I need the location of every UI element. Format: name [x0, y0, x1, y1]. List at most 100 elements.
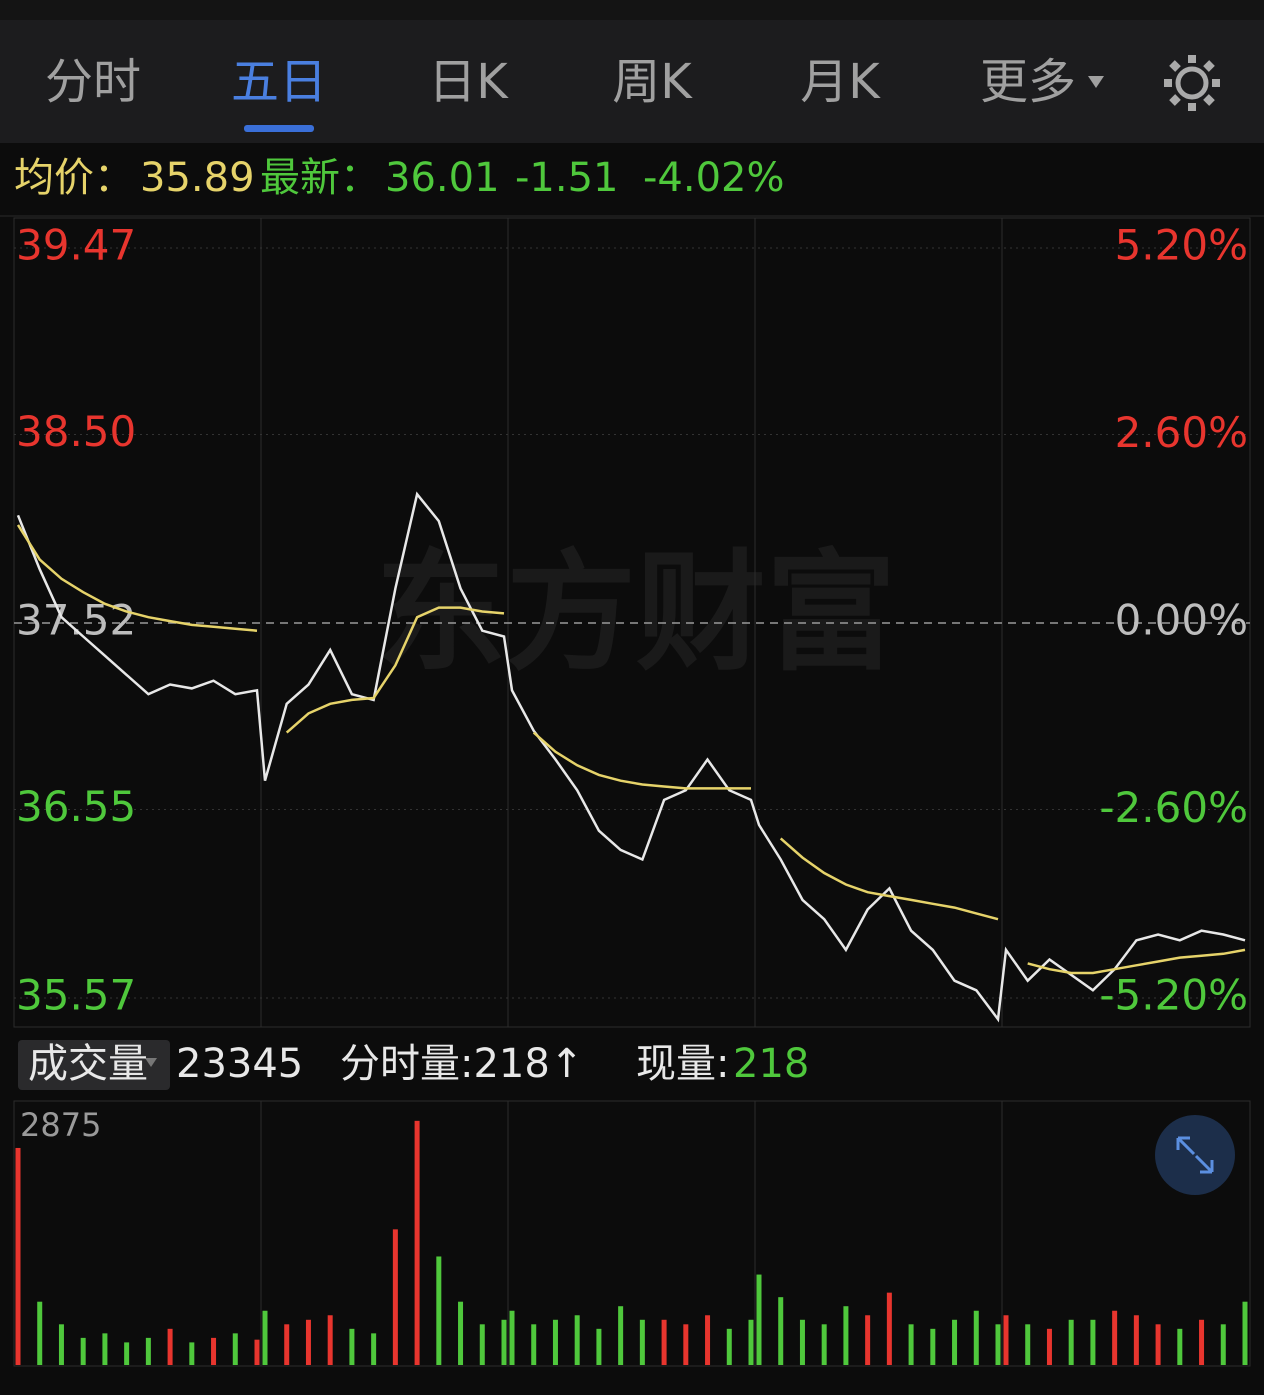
volume-bar [661, 1319, 667, 1365]
volume-bar [531, 1324, 537, 1365]
y2-tick-label: 2.60% [1115, 408, 1248, 457]
volume-bar [371, 1333, 377, 1365]
quote-text: -1.51 [515, 155, 619, 201]
volume-bar [748, 1319, 754, 1365]
volume-bar [618, 1306, 624, 1365]
volume-text: 成交量 [28, 1041, 148, 1087]
y-tick-label: 35.57 [16, 971, 136, 1020]
y-tick-label: 36.55 [16, 782, 136, 831]
volume-bar [1242, 1301, 1248, 1365]
volume-bar [778, 1297, 784, 1365]
tab[interactable]: 周K [612, 54, 693, 110]
volume-bar [843, 1306, 849, 1365]
watermark: 东方财富 [376, 537, 896, 689]
price-line [16, 491, 1246, 1023]
average-line [16, 524, 1246, 975]
volume-bar [1025, 1324, 1031, 1365]
y-tick-label: 38.50 [16, 407, 136, 456]
volume-bar [639, 1319, 645, 1365]
tab[interactable]: 分时 [45, 54, 141, 110]
volume-bar [327, 1315, 333, 1365]
y-tick-label: 37.52 [16, 596, 136, 645]
volume-bar [479, 1324, 485, 1365]
volume-bar [509, 1310, 515, 1365]
tab-underline [244, 125, 314, 132]
volume-bar [284, 1324, 290, 1365]
volume-bar [349, 1328, 355, 1365]
volume-text: 分时量:218↑ [340, 1041, 583, 1087]
volume-bar [1090, 1319, 1096, 1365]
y-tick-label: 2875 [20, 1106, 101, 1144]
volume-bar [254, 1339, 260, 1365]
volume-bar [1199, 1319, 1205, 1365]
volume-text: 现量: [636, 1041, 729, 1087]
volume-bar [552, 1319, 558, 1365]
status-bar [0, 0, 1264, 20]
volume-bar [232, 1333, 238, 1365]
volume-bar [1112, 1310, 1118, 1365]
volume-text: 218 [733, 1041, 809, 1087]
volume-bar [705, 1315, 711, 1365]
volume-bar [458, 1301, 464, 1365]
volume-bar [392, 1229, 398, 1365]
volume-bar [167, 1328, 173, 1365]
y2-tick-label: 0.00% [1115, 596, 1248, 645]
volume-bar [1068, 1319, 1074, 1365]
volume-bar [726, 1328, 732, 1365]
volume-bar [124, 1342, 130, 1365]
volume-bar [821, 1324, 827, 1365]
y2-tick-label: -5.20% [1099, 971, 1248, 1020]
volume-bar [952, 1319, 958, 1365]
volume-bar [1133, 1315, 1139, 1365]
quote-text: 35.89 [140, 155, 255, 201]
volume-bar [799, 1319, 805, 1365]
volume-text: 23345 [176, 1041, 303, 1087]
volume-bar [865, 1315, 871, 1365]
more-arrow [1088, 76, 1104, 88]
volume-bar [574, 1315, 580, 1365]
quote-text: 最新： [260, 155, 380, 201]
volume-bar [1177, 1328, 1183, 1365]
volume-bar [886, 1292, 892, 1365]
volume-bar [211, 1337, 217, 1365]
quote-text: 均价： [14, 155, 134, 201]
volume-bar [1003, 1315, 1009, 1365]
volume-dropdown[interactable] [18, 1040, 170, 1090]
volume-bar [596, 1328, 602, 1365]
volume-bar [15, 1147, 21, 1365]
volume-bar [414, 1120, 420, 1365]
volume-bar [995, 1324, 1001, 1365]
volume-bar [1155, 1324, 1161, 1365]
tab[interactable]: 五日 [231, 54, 327, 110]
volume-bar [908, 1324, 914, 1365]
quote-bar [0, 144, 1264, 216]
volume-bar [262, 1310, 268, 1365]
volume-bar [1220, 1324, 1226, 1365]
quote-text: 36.01 [385, 155, 500, 201]
y2-tick-label: -2.60% [1099, 783, 1248, 832]
tab[interactable]: 更多 [980, 54, 1076, 110]
volume-bar [58, 1324, 64, 1365]
quote-text: -4.02% [643, 155, 785, 201]
tab-bar [0, 20, 1264, 143]
volume-bar [145, 1337, 151, 1365]
tab[interactable]: 月K [800, 54, 881, 110]
dropdown-arrow [145, 1058, 157, 1067]
expand-button[interactable] [1155, 1115, 1235, 1195]
volume-bar [189, 1342, 195, 1365]
y-tick-label: 39.47 [16, 221, 136, 270]
volume-bar [930, 1328, 936, 1365]
volume-bar [1046, 1328, 1052, 1365]
volume-bar [37, 1301, 43, 1365]
tab[interactable]: 日K [428, 54, 509, 110]
y2-tick-label: 5.20% [1115, 221, 1248, 270]
volume-bar [973, 1310, 979, 1365]
volume-bar [305, 1319, 311, 1365]
volume-bar [501, 1319, 507, 1365]
volume-bar [683, 1324, 689, 1365]
volume-panel [13, 1100, 1251, 1367]
volume-bar [756, 1274, 762, 1365]
volume-bar [80, 1337, 86, 1365]
settings-icon[interactable] [1164, 55, 1220, 111]
